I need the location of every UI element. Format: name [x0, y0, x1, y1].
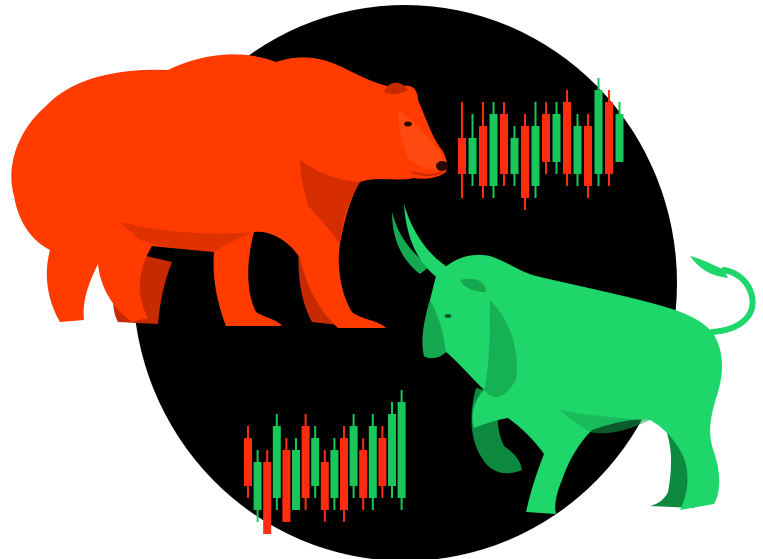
top-candle-13	[584, 126, 592, 186]
bear-belly-shade	[120, 222, 252, 252]
bottom-candle-2	[253, 462, 262, 510]
bottom-candle-6	[292, 450, 300, 510]
bottom-candle-9	[320, 462, 329, 510]
bottom-candle-5	[282, 450, 291, 522]
top-candle-3	[479, 126, 487, 186]
top-candle-10	[552, 114, 561, 162]
bottom-candle-8	[311, 438, 320, 486]
bull-ear	[460, 278, 486, 292]
bottom-candle-16	[388, 414, 396, 486]
bottom-candle-7	[301, 426, 310, 498]
top-candle-11	[563, 102, 571, 174]
bull-horn-near	[404, 204, 452, 280]
top-candle-7	[521, 126, 529, 198]
top-candle-6	[510, 138, 519, 174]
bottom-candle-17	[397, 402, 406, 498]
top-candle-14	[594, 90, 603, 174]
top-candle-16	[615, 114, 624, 162]
bear-ear	[384, 82, 408, 95]
candlestick-group-bottom	[244, 390, 406, 534]
bull-horn-far	[392, 212, 430, 274]
bull-tail-tuft	[690, 256, 728, 278]
bottom-candle-10	[330, 450, 339, 498]
bull-tail	[709, 267, 756, 335]
top-candle-5	[500, 114, 508, 174]
candlestick-group-top	[458, 78, 624, 210]
bear-shoulder-shade	[300, 160, 360, 244]
bottom-candle-11	[340, 438, 348, 510]
bottom-candle-4	[272, 426, 281, 498]
bull-face	[422, 300, 446, 359]
top-candle-15	[605, 102, 613, 174]
top-candle-4	[489, 114, 498, 186]
bottom-candle-14	[368, 426, 377, 498]
top-candle-2	[468, 138, 477, 174]
bottom-candle-3	[263, 462, 272, 534]
bear-eye	[404, 121, 412, 127]
bull-eye	[444, 314, 452, 318]
top-candle-1	[458, 138, 466, 174]
bottom-candle-12	[349, 426, 358, 486]
bear-mouth-line	[411, 171, 443, 176]
bear-icon	[11, 54, 448, 328]
bear-nose	[436, 161, 448, 171]
bear-body	[11, 54, 447, 328]
bottom-candle-15	[378, 438, 387, 486]
bull-icon	[392, 204, 756, 514]
top-candle-12	[573, 126, 582, 174]
top-candle-9	[542, 114, 550, 162]
bottom-candle-13	[359, 450, 368, 498]
top-candle-8	[531, 126, 540, 186]
bull-belly-shade	[560, 410, 650, 434]
bottom-candle-1	[244, 438, 252, 486]
bull-shoulder-shade	[484, 300, 517, 398]
